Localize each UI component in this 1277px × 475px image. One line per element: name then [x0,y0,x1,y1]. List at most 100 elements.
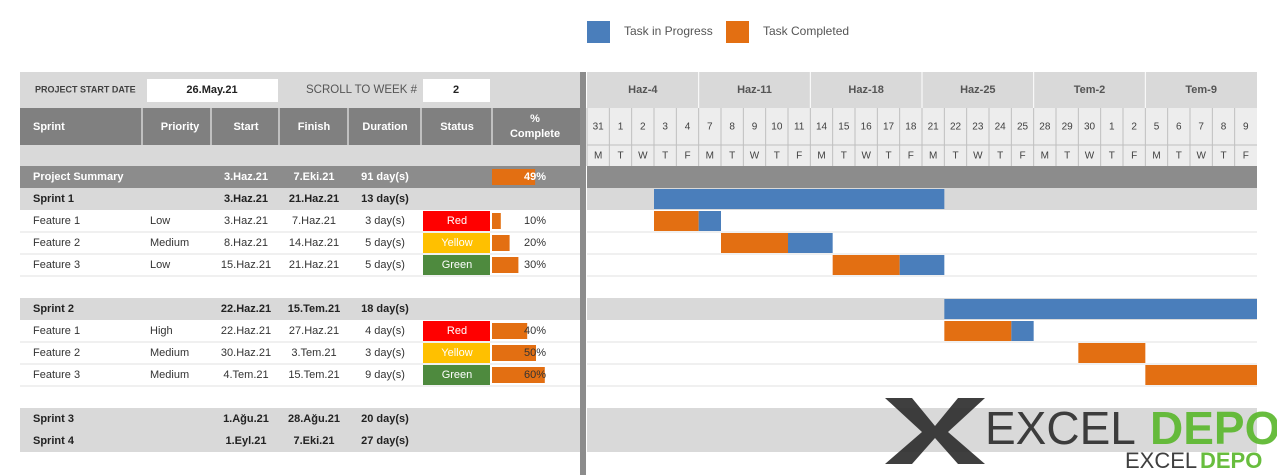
day-number: 2 [1131,122,1137,133]
weekday: T [662,151,668,162]
weekday: F [1131,151,1137,162]
summary-row [20,166,580,188]
weekday: F [684,151,690,162]
finish: 28.Ağu.21 [288,413,340,425]
day-number: 21 [928,122,940,133]
day-number: 28 [1039,122,1051,133]
day-number: 2 [640,122,646,133]
start: 30.Haz.21 [221,347,271,359]
gantt-completed [654,211,699,231]
gantt-completed [1145,365,1257,385]
weekday: T [1176,151,1182,162]
finish: 7.Haz.21 [292,215,336,227]
duration: 5 day(s) [365,237,405,249]
row-name: Feature 2 [33,237,80,249]
status: Green [442,259,473,271]
status: Yellow [441,347,472,359]
weekday: T [617,151,623,162]
status-cell [423,211,490,231]
weekday: M [929,151,937,162]
priority: Medium [150,369,189,381]
row-name: Feature 3 [33,369,80,381]
finish: 3.Tem.21 [291,347,336,359]
weekday: T [997,151,1003,162]
start: 3.Haz.21 [224,215,268,227]
start: 22.Haz.21 [221,325,271,337]
status-cell [423,321,490,341]
duration: 3 day(s) [365,347,405,359]
legend-label: Task in Progress [624,24,713,38]
day-number: 15 [838,122,850,133]
gantt-in-progress [654,189,945,209]
day-number: 10 [771,122,783,133]
status-cell [423,233,490,253]
day-number: 1 [618,122,624,133]
status-cell [423,365,490,385]
weekday: M [817,151,825,162]
weekday: T [1220,151,1226,162]
weekday: W [1085,151,1095,162]
pane-divider [580,72,586,475]
logo-small: EXCEL [1125,448,1197,473]
priority: Medium [150,347,189,359]
column-header: Start [233,121,258,133]
start-date: 26.May.21 [186,84,237,96]
day-number: 6 [1176,122,1182,133]
day-number: 9 [1243,122,1249,133]
start: 15.Haz.21 [221,259,271,271]
column-header: Priority [161,121,200,133]
duration: 91 day(s) [361,171,409,183]
summary-band [587,166,1257,188]
header-spacer [20,145,580,166]
priority: Low [150,215,170,227]
status-cell [423,255,490,275]
weekday: T [774,151,780,162]
duration: 4 day(s) [365,325,405,337]
day-number: 30 [1084,122,1096,133]
row-name: Feature 3 [33,259,80,271]
week-input[interactable] [423,79,490,102]
day-number: 5 [1154,122,1160,133]
day-number: 3 [662,122,668,133]
legend-swatch [726,21,749,43]
day-number: 8 [1221,122,1227,133]
start-date-input[interactable] [147,79,278,102]
column-header: % [530,113,540,125]
sprint-row [20,430,580,452]
logo-small: DEPO [1200,448,1262,473]
status: Red [447,215,467,227]
complete-label: 10% [524,215,546,227]
start: 3.Haz.21 [224,193,268,205]
week-value: 2 [453,84,459,96]
gantt-in-progress [1011,321,1034,341]
week-label: Haz-18 [848,84,883,96]
gantt-completed [832,255,900,275]
column-header: Duration [362,121,408,133]
sprint-row [20,408,580,430]
complete-bar [492,257,519,273]
start: 4.Tem.21 [223,369,268,381]
row-name: Sprint 4 [33,435,75,447]
gantt-in-progress [899,255,945,275]
gantt-completed [944,321,1012,341]
day-number: 22 [950,122,962,133]
row-name: Sprint 2 [33,303,74,315]
day-number: 4 [685,122,691,133]
duration: 5 day(s) [365,259,405,271]
weekday: M [706,151,714,162]
week-label: Haz-11 [737,84,772,96]
day-number: 29 [1062,122,1074,133]
sprint-row [20,298,580,320]
logo-text: DEPO [1150,402,1277,454]
gantt-completed [1078,343,1146,363]
row-name: Feature 1 [33,215,80,227]
column-header: Sprint [33,121,65,133]
finish: 14.Haz.21 [289,237,339,249]
duration: 13 day(s) [361,193,409,205]
status: Green [442,369,473,381]
finish: 27.Haz.21 [289,325,339,337]
weekday: F [796,151,802,162]
day-number: 23 [972,122,984,133]
weekday: M [594,151,602,162]
status: Yellow [441,237,472,249]
